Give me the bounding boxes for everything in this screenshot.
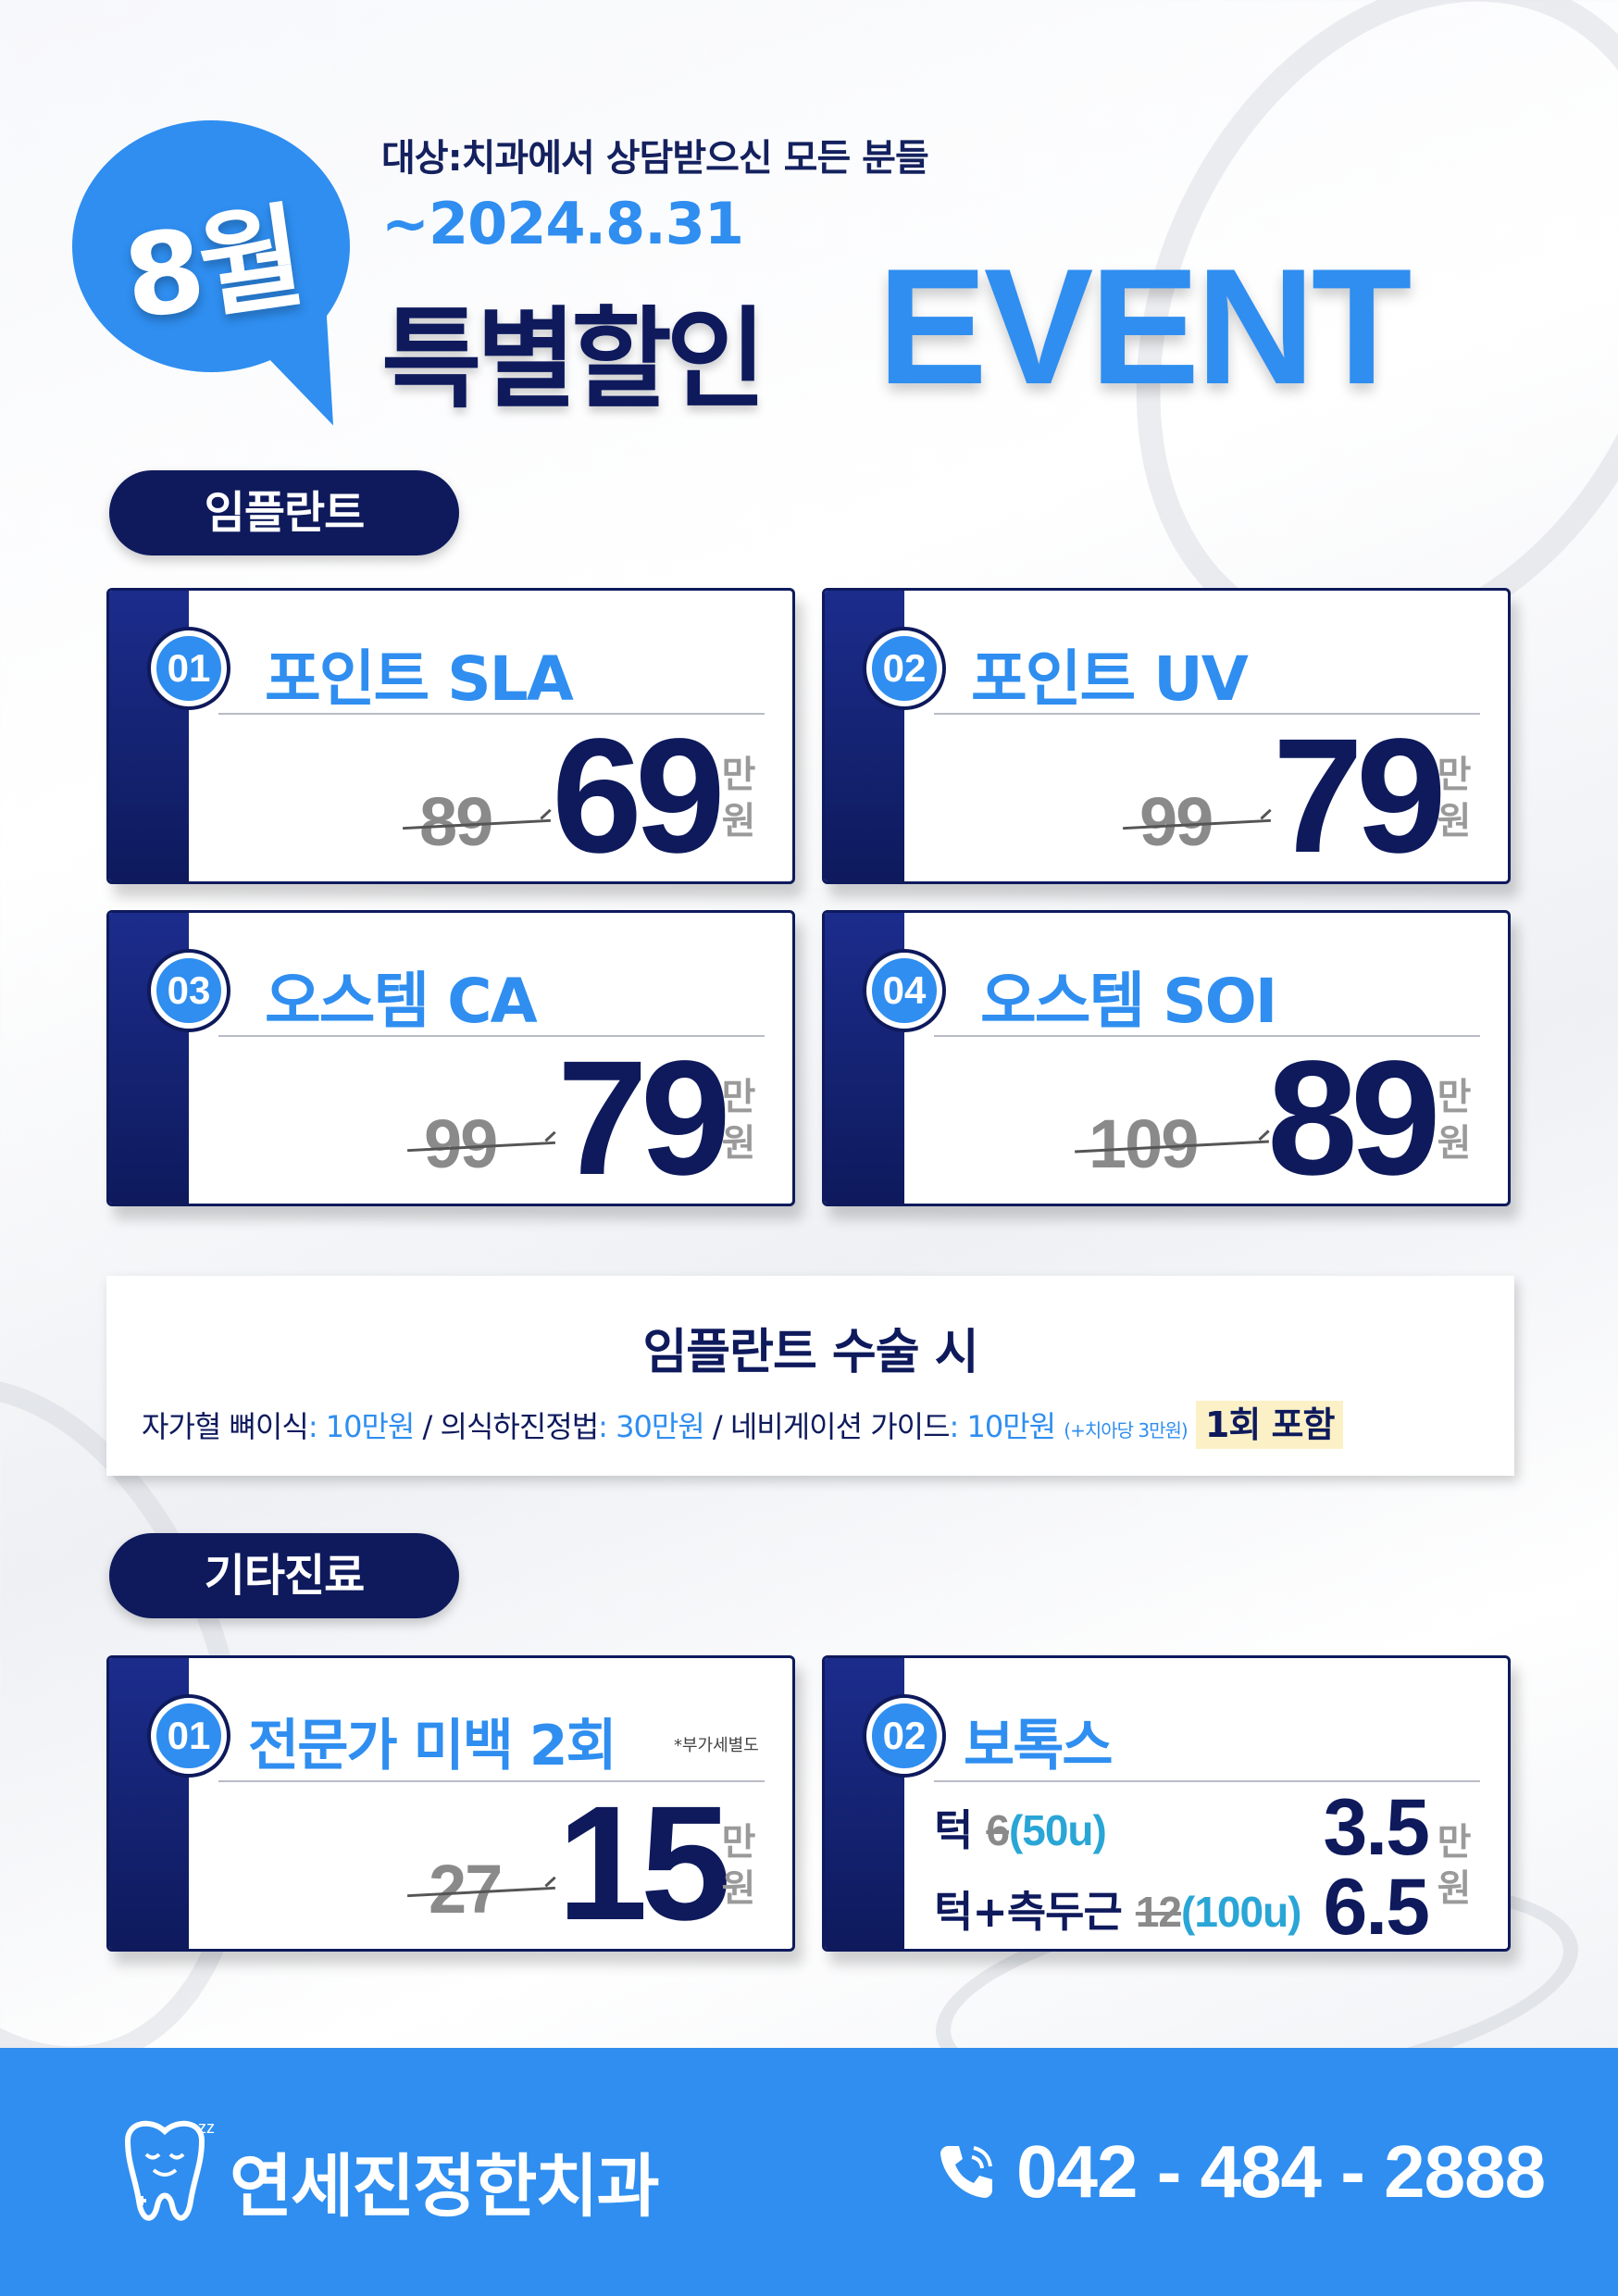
- botox-option-label: 턱: [934, 1805, 973, 1855]
- botox-original-price: 12: [1135, 1888, 1182, 1936]
- notice-item-note: (+치아당 3만원): [1064, 1419, 1188, 1441]
- botox-sale-price: 6.5: [1323, 1863, 1430, 1952]
- botox-card: 02 보톡스 턱 6(50u) 3.5 턱+측두근 12(100u) 6.5 만…: [822, 1655, 1511, 1952]
- sale-price: 15: [557, 1773, 731, 1952]
- sale-price: 89: [1267, 1028, 1441, 1206]
- svg-text:zz: zz: [198, 2118, 215, 2137]
- notice-item-price: : 10만원: [307, 1409, 416, 1444]
- notice-details: 자가혈 뼈이식: 10만원 / 의식하진정법: 30만원 / 네비게이션 가이드…: [142, 1396, 1344, 1449]
- event-title-korean: 특별할인: [381, 295, 766, 423]
- card-divider: [934, 1780, 1480, 1782]
- event-date: ~2024.8.31: [381, 190, 744, 257]
- sale-price: 69: [552, 705, 726, 884]
- card-divider: [934, 713, 1480, 715]
- botox-sale-price: 3.5: [1323, 1783, 1430, 1872]
- card-number: 02: [866, 1698, 942, 1774]
- product-name: 포인트 SLA: [265, 643, 574, 715]
- notice-item-label: 네비게이션 가이드: [729, 1409, 951, 1444]
- footer-bar: zz 연세진정한치과 042 - 484 - 2888: [0, 2048, 1618, 2296]
- notice-item-price: : 10만원: [949, 1409, 1057, 1444]
- notice-separator: /: [703, 1409, 730, 1444]
- card-divider: [934, 1035, 1480, 1037]
- botox-units: (50u): [1008, 1806, 1107, 1854]
- bubble-circle: [72, 120, 350, 372]
- sale-price: 79: [557, 1028, 731, 1206]
- event-title-english: EVENT: [877, 234, 1412, 418]
- card-number: 01: [151, 630, 227, 706]
- clinic-name: 연세진정한치과: [230, 2147, 660, 2227]
- phone-icon: [940, 2146, 992, 2198]
- tax-note: *부가세별도: [674, 1736, 759, 1755]
- botox-option-label: 턱+측두근: [934, 1887, 1123, 1937]
- notice-separator: /: [414, 1409, 441, 1444]
- phone-number[interactable]: 042 - 484 - 2888: [1016, 2130, 1546, 2213]
- event-target: 대상:치과에서 상담받으신 모든 분들: [381, 137, 929, 180]
- card-number: 02: [866, 630, 942, 706]
- month-speech-bubble: 8월: [72, 120, 381, 440]
- botox-units: (100u): [1181, 1888, 1301, 1936]
- section-pill-implant: 임플란트: [109, 470, 459, 555]
- product-name: 오스템 SOI: [980, 966, 1277, 1037]
- notice-item-label: 자가혈 뼈이식: [142, 1409, 309, 1444]
- card-divider: [218, 713, 765, 715]
- implant-surgery-notice: 임플란트 수술 시 자가혈 뼈이식: 10만원 / 의식하진정법: 30만원 /…: [106, 1276, 1514, 1476]
- section-pill-other: 기타진료: [109, 1533, 459, 1618]
- card-number: 04: [866, 953, 942, 1029]
- card-divider: [218, 1035, 765, 1037]
- card-number: 01: [151, 1698, 227, 1774]
- botox-original-price: 6: [986, 1806, 1010, 1854]
- notice-highlight: 1회 포함: [1195, 1401, 1344, 1449]
- notice-heading: 임플란트 수술 시: [642, 1325, 978, 1380]
- original-price: 89: [419, 783, 493, 860]
- product-name: 오스템 CA: [265, 966, 538, 1037]
- original-price: 99: [424, 1105, 498, 1182]
- product-name: 포인트 UV: [971, 643, 1249, 715]
- card-number: 03: [151, 953, 227, 1029]
- product-name: 보톡스: [964, 1714, 1114, 1778]
- card-divider: [218, 1780, 765, 1782]
- notice-item-price: : 30만원: [598, 1409, 705, 1444]
- tooth-logo-icon: zz: [124, 2118, 215, 2221]
- original-price: 99: [1139, 783, 1214, 860]
- notice-item-label: 의식하진정법: [440, 1409, 600, 1444]
- sale-price: 79: [1273, 705, 1447, 884]
- botox-option: 턱+측두근 12(100u): [934, 1878, 1302, 1940]
- botox-option: 턱 6(50u): [934, 1797, 1107, 1858]
- product-name: 전문가 미백 2회: [248, 1714, 617, 1778]
